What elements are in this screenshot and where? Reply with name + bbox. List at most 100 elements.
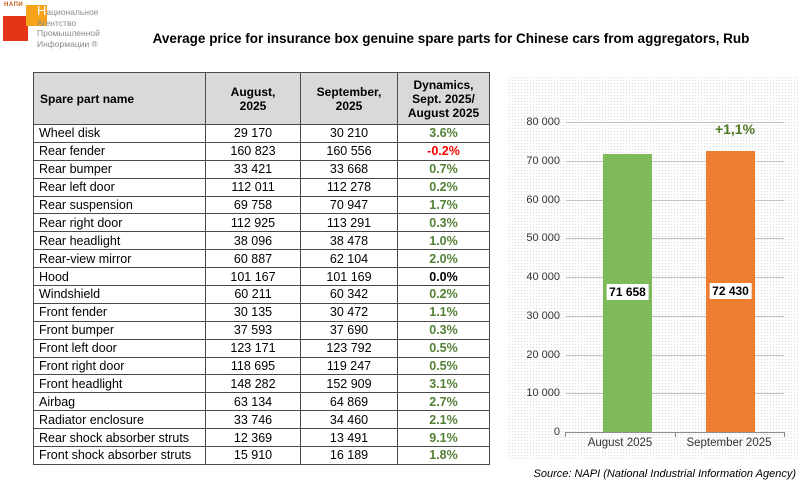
- cell-dynamics: 9.1%: [397, 428, 490, 448]
- y-axis-tick-label: 20 000: [526, 348, 560, 361]
- cell-dynamics: 2.1%: [397, 410, 490, 430]
- gridline: [566, 393, 784, 395]
- cell-september-price: 37 690: [300, 320, 398, 340]
- table-row: Hood 101 167 101 169 0.0%: [33, 267, 490, 287]
- logo-line: Промышленной: [37, 28, 100, 38]
- cell-september-price: 30 472: [300, 302, 398, 322]
- cell-august-price: 12 369: [205, 428, 301, 448]
- gridline: [566, 160, 784, 162]
- cell-part-name: Radiator enclosure: [33, 410, 206, 430]
- table-row: Airbag 63 134 64 869 2.7%: [33, 392, 490, 412]
- cell-part-name: Airbag: [33, 392, 206, 412]
- cell-august-price: 60 887: [205, 249, 301, 269]
- cell-part-name: Rear suspension: [33, 195, 206, 215]
- logo-line: Информации ®: [37, 38, 98, 49]
- cell-dynamics: 1.0%: [397, 231, 490, 251]
- cell-september-price: 152 909: [300, 374, 398, 394]
- cell-dynamics: 0.0%: [397, 267, 490, 287]
- logo-orange-square: [26, 5, 47, 26]
- gridline: [566, 354, 784, 356]
- gridline: [566, 238, 784, 240]
- table-row: Rear bumper 33 421 33 668 0.7%: [33, 159, 490, 179]
- cell-september-price: 64 869: [300, 392, 398, 412]
- cell-dynamics: 0.2%: [397, 285, 490, 304]
- x-axis-tick: [674, 432, 676, 437]
- table-row: Windshield 60 211 60 342 0.2%: [33, 285, 490, 304]
- napi-acronym-text: НАПИ: [4, 2, 24, 8]
- cell-august-price: 30 135: [205, 302, 301, 322]
- x-axis-label-september: September 2025: [686, 437, 772, 449]
- cell-dynamics: 0.3%: [397, 213, 490, 233]
- col-header-september-2025: September, 2025: [300, 72, 398, 125]
- cell-september-price: 33 668: [300, 159, 398, 179]
- cell-dynamics: 3.6%: [397, 124, 490, 143]
- cell-august-price: 160 823: [205, 141, 301, 161]
- cell-dynamics: -0.2%: [397, 141, 490, 161]
- cell-part-name: Front headlight: [33, 374, 206, 394]
- percent-change-annotation: +1,1%: [714, 121, 756, 137]
- source-note: Source: NAPI (National Industrial Inform…: [533, 468, 797, 480]
- cell-dynamics: 1.7%: [397, 195, 490, 215]
- cell-august-price: 112 925: [205, 213, 301, 233]
- cell-september-price: 13 491: [300, 428, 398, 448]
- cell-dynamics: 1.1%: [397, 302, 490, 322]
- cell-august-price: 63 134: [205, 392, 301, 412]
- cell-dynamics: 0.2%: [397, 177, 490, 197]
- cell-dynamics: 0.5%: [397, 356, 490, 376]
- cell-part-name: Rear headlight: [33, 231, 206, 251]
- cell-dynamics: 2.7%: [397, 392, 490, 412]
- table-row: Front bumper 37 593 37 690 0.3%: [33, 320, 490, 340]
- col-header-august-2025: August, 2025: [205, 72, 301, 125]
- logo-line: Агентство: [37, 17, 77, 28]
- cell-dynamics: 0.5%: [397, 338, 490, 358]
- table-row: Front left door 123 171 123 792 0.5%: [33, 338, 490, 358]
- cell-august-price: 15 910: [205, 446, 301, 465]
- cell-august-price: 60 211: [205, 285, 301, 304]
- cell-august-price: 38 096: [205, 231, 301, 251]
- cell-august-price: 37 593: [205, 320, 301, 340]
- col-header-spare-part-name: Spare part name: [33, 72, 206, 125]
- cell-part-name: Front right door: [33, 356, 206, 376]
- cell-september-price: 60 342: [300, 285, 398, 304]
- cell-part-name: Rear bumper: [33, 159, 206, 179]
- gridline: [566, 122, 784, 123]
- table-row: Rear right door 112 925 113 291 0.3%: [33, 213, 490, 233]
- cell-dynamics: 3.1%: [397, 374, 490, 394]
- y-axis-tick-label: 80 000: [526, 116, 560, 128]
- cell-part-name: Rear shock absorber struts: [33, 428, 206, 448]
- gridline: [566, 277, 784, 278]
- x-axis-tick: [784, 432, 785, 437]
- table-row: Front fender 30 135 30 472 1.1%: [33, 302, 490, 322]
- y-axis-tick-label: 50 000: [526, 232, 560, 245]
- table-row: Rear fender 160 823 160 556 -0.2%: [33, 141, 490, 161]
- table-row: Rear suspension 69 758 70 947 1.7%: [33, 195, 490, 215]
- x-axis-line: [565, 432, 785, 433]
- y-axis-tick-label: 70 000: [526, 154, 560, 167]
- y-axis-tick-label: 60 000: [526, 193, 560, 206]
- cell-part-name: Hood: [33, 267, 206, 287]
- cell-august-price: 29 170: [205, 124, 301, 143]
- table-row: Rear headlight 38 096 38 478 1.0%: [33, 231, 490, 251]
- bar-value-label-september: 72 430: [709, 282, 752, 299]
- cell-part-name: Rear left door: [33, 177, 206, 197]
- cell-september-price: 101 169: [300, 267, 398, 287]
- table-row: Rear-view mirror 60 887 62 104 2.0%: [33, 249, 490, 269]
- table-body: Wheel disk 29 170 30 210 3.6% Rear fende…: [33, 124, 490, 465]
- cell-september-price: 34 460: [300, 410, 398, 430]
- cell-dynamics: 1.8%: [397, 446, 490, 465]
- y-axis-tick-label: 30 000: [526, 309, 560, 322]
- cell-september-price: 113 291: [300, 213, 398, 233]
- cell-dynamics: 2.0%: [397, 249, 490, 269]
- x-axis-label-august: August 2025: [587, 437, 653, 449]
- bar-chart: 0 10 000 20 000 30 000 40 000 50 000 60 000 70 …: [508, 76, 798, 460]
- cell-august-price: 33 421: [205, 159, 301, 179]
- table-row: Wheel disk 29 170 30 210 3.6%: [33, 124, 490, 143]
- x-axis-tick: [565, 432, 566, 437]
- cell-part-name: Rear right door: [33, 213, 206, 233]
- page-title: Average price for insurance box genuine …: [152, 31, 750, 46]
- cell-part-name: Rear fender: [33, 141, 206, 161]
- bar-value-label-august: 71 658: [606, 284, 649, 301]
- cell-august-price: 33 746: [205, 410, 301, 430]
- cell-august-price: 123 171: [205, 338, 301, 358]
- col-header-dynamics: Dynamics, Sept. 2025/ August 2025: [397, 72, 490, 125]
